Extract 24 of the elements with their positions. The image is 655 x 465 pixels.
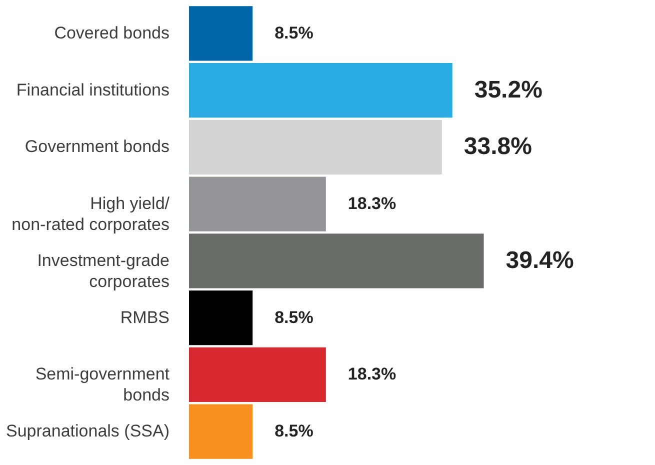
data-label: 18.3% [348,194,396,214]
y-tick-label: Government bonds [24,137,170,156]
y-tick-label: Semi-government bonds [35,364,170,405]
bar [189,404,253,459]
y-tick-label: Financial institutions [16,80,170,100]
y-tick-label: Investment-grade corporates [37,250,170,291]
data-label: 8.5% [274,422,314,441]
y-tick-label: High yield/ non-rated corporates [12,194,170,234]
y-tick-label: Covered bonds [54,23,170,42]
data-label: 39.4% [506,246,574,274]
bar [189,290,253,346]
bar [189,176,326,232]
bar [189,6,253,61]
y-tick-label: RMBS [120,308,170,327]
data-label: 8.5% [274,308,314,327]
data-label: 18.3% [348,364,396,384]
data-label: 33.8% [464,133,532,160]
bar [189,347,326,402]
y-tick-label: Supranationals (SSA) [6,422,170,441]
data-label: 35.2% [474,76,542,104]
bar [189,234,484,288]
bar [189,120,442,174]
data-label: 8.5% [274,23,314,42]
bar [189,63,452,118]
